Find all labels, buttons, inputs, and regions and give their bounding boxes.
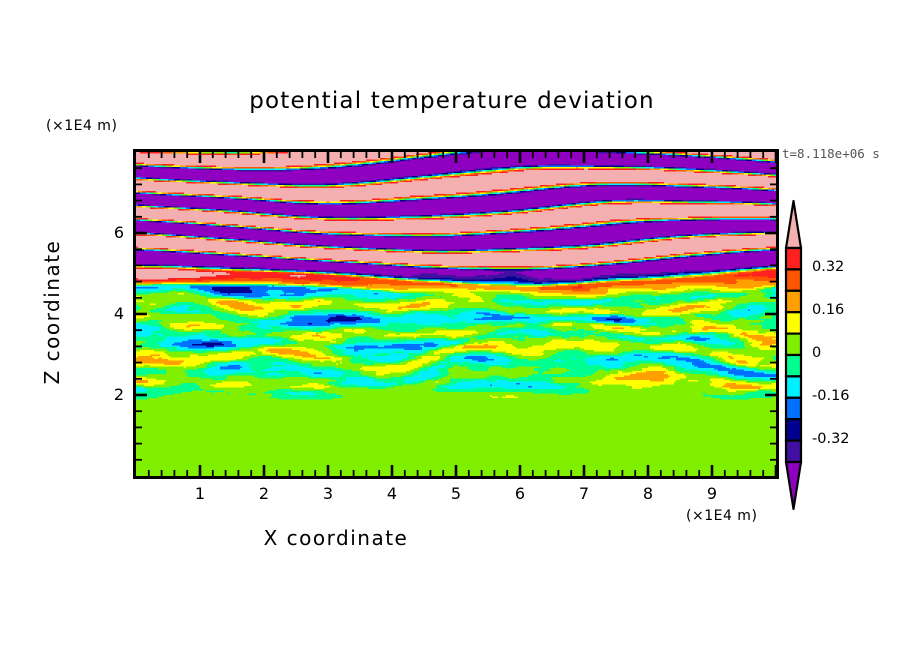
y-tick-label: 4 (113, 304, 124, 323)
x-tick-label: 8 (642, 484, 654, 503)
x-tick-label: 2 (258, 484, 270, 503)
x-tick-label: 4 (386, 484, 398, 503)
x-tick-label: 9 (706, 484, 718, 503)
potential-temperature-field (136, 152, 776, 476)
x-tick-label: 1 (194, 484, 206, 503)
z-axis-unit-label: (×1E4 m) (46, 118, 118, 134)
chart-title: potential temperature deviation (249, 88, 655, 114)
y-tick-label: 2 (113, 385, 124, 404)
timestamp-annotation: t=8.118e+06 s (782, 146, 880, 161)
x-axis-title: X coordinate (263, 526, 409, 550)
colorbar-tick-label: 0 (812, 345, 822, 361)
colorbar-tick-label: -0.32 (812, 430, 850, 447)
x-tick-label: 6 (514, 484, 526, 503)
x-tick-label: 5 (450, 484, 462, 503)
x-axis-unit-label: (×1E4 m) (686, 508, 758, 524)
y-tick-label: 6 (113, 223, 124, 242)
z-axis-title: Z coordinate (40, 239, 64, 385)
colorbar-tick-label: 0.32 (812, 259, 845, 276)
colorbar-tick-label: 0.16 (812, 302, 845, 319)
x-tick-label: 7 (578, 484, 590, 503)
colorbar-tick-label: -0.16 (812, 387, 850, 404)
x-tick-label: 3 (322, 484, 334, 503)
contour-plot-area (136, 152, 776, 476)
